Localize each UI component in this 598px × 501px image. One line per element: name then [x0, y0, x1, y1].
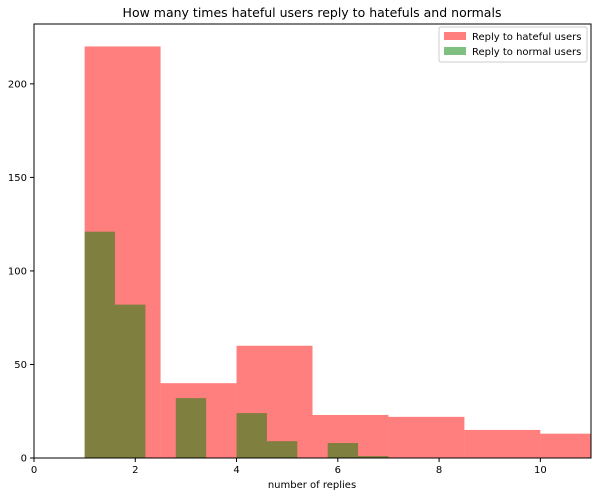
histogram-bar-series-1-bin-0: [84, 231, 116, 458]
x-axis-label: number of replies: [268, 480, 356, 491]
legend-label-0: Reply to hateful users: [472, 32, 581, 43]
legend: Reply to hateful users Reply to normal us…: [438, 26, 588, 63]
x-tick-label-2: 4: [233, 465, 239, 476]
y-tick-label-4: 200: [8, 79, 27, 90]
histogram-bar-series-1-bin-9: [358, 456, 389, 458]
histogram-bar-series-1-bin-6: [266, 441, 298, 458]
histogram-bar-series-1-bin-1: [115, 304, 146, 458]
histogram-bar-series-1-bin-5: [236, 413, 267, 458]
x-tick-label-4: 8: [436, 465, 442, 476]
x-tick-label-3: 6: [335, 465, 341, 476]
legend-label-1: Reply to normal users: [472, 47, 581, 58]
y-axis-ticks: 0 50 100 150 200: [8, 79, 34, 465]
plot-frame: [33, 23, 592, 459]
histogram-bar-series-1-bin-8: [327, 443, 359, 458]
y-tick-label-1: 50: [14, 360, 27, 371]
legend-swatch-0: [444, 32, 466, 40]
histogram-bar-series-1-bin-3: [175, 398, 207, 458]
bars-layer: [84, 46, 591, 458]
y-tick-label-0: 0: [21, 454, 27, 465]
legend-box: [438, 26, 588, 63]
chart-title: How many times hateful users reply to ha…: [123, 5, 502, 20]
x-axis-ticks: 0 2 4 6 8 10: [31, 458, 547, 476]
histogram-bar-series-0-bin-4: [388, 416, 465, 458]
x-tick-label-1: 2: [132, 465, 138, 476]
histogram-bar-series-0-bin-5: [464, 429, 541, 458]
x-tick-label-0: 0: [31, 465, 37, 476]
y-tick-label-3: 150: [8, 173, 27, 184]
y-tick-label-2: 100: [8, 266, 27, 277]
x-tick-label-5: 10: [534, 465, 547, 476]
legend-swatch-1: [444, 47, 466, 55]
histogram-bar-series-0-bin-6: [540, 433, 591, 458]
